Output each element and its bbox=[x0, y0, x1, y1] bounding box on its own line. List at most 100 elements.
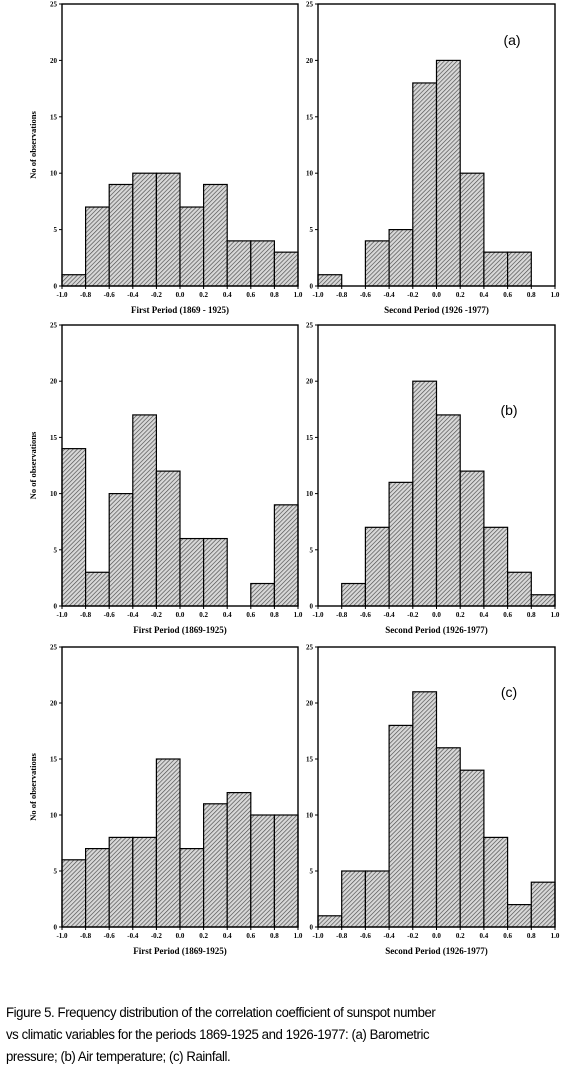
x-tick-label: 0.2 bbox=[199, 291, 208, 299]
x-tick-label: 0.0 bbox=[432, 291, 441, 299]
x-tick-label: 1.0 bbox=[294, 611, 303, 619]
x-tick-label: -0.4 bbox=[384, 291, 396, 299]
x-tick-label: -0.6 bbox=[360, 611, 372, 619]
figure-5: -1.0 -0.8 -0.6 -0.4 -0.2 0.0 0.2 0.4 0.6 0.8 1.0 0 5… bbox=[28, 1, 560, 957]
x-tick-label: -0.4 bbox=[384, 611, 396, 619]
x-tick-label: 0.2 bbox=[456, 291, 465, 299]
y-tick-label: 20 bbox=[306, 700, 314, 708]
x-tick-label: 0.4 bbox=[223, 611, 232, 619]
x-tick-label: 0.6 bbox=[246, 291, 255, 299]
y-tick-label: 5 bbox=[54, 226, 58, 234]
y-tick-label: 5 bbox=[54, 868, 58, 876]
y-tick-label: 5 bbox=[310, 226, 314, 234]
histogram-bar bbox=[435, 747, 461, 928]
histogram-bar bbox=[84, 847, 110, 928]
x-tick-label: -0.8 bbox=[336, 932, 348, 940]
x-tick-label: 0.8 bbox=[270, 291, 279, 299]
x-tick-label: -0.4 bbox=[127, 611, 139, 619]
y-tick-label: 25 bbox=[50, 644, 58, 652]
y-tick-label: 0 bbox=[310, 603, 314, 611]
histogram-bar bbox=[364, 240, 390, 287]
x-tick-label: 0.6 bbox=[246, 611, 255, 619]
x-tick-label: -0.6 bbox=[104, 932, 116, 940]
histogram-panel-5: -1.0 -0.8 -0.6 -0.4 -0.2 0.0 0.2 0.4 0.6 0.8 1.0 0 5… bbox=[28, 644, 303, 957]
y-tick-label: 15 bbox=[50, 756, 58, 764]
x-axis-label: First Period (1869-1925) bbox=[133, 946, 226, 956]
histogram-bar bbox=[483, 251, 509, 287]
x-tick-label: -0.2 bbox=[407, 291, 419, 299]
histogram-bar bbox=[412, 380, 438, 607]
x-tick-label: -0.4 bbox=[384, 932, 396, 940]
histogram-bar bbox=[250, 240, 276, 287]
x-tick-label: 0.0 bbox=[432, 932, 441, 940]
histogram-bar bbox=[250, 582, 276, 607]
histogram-panel-3: -1.0 -0.8 -0.6 -0.4 -0.2 0.0 0.2 0.4 0.6 0.8 1.0 0 5… bbox=[28, 322, 303, 636]
histogram-bar bbox=[341, 870, 367, 928]
histogram-bar bbox=[412, 82, 438, 287]
y-tick-label: 5 bbox=[310, 546, 314, 554]
x-tick-label: -0.4 bbox=[127, 291, 139, 299]
histogram-bar bbox=[273, 251, 299, 287]
histogram-bar bbox=[388, 724, 414, 928]
histogram-bar bbox=[203, 183, 228, 287]
histogram-bar bbox=[435, 59, 461, 287]
histogram-panel-4: -1.0 -0.8 -0.6 -0.4 -0.2 0.0 0.2 0.4 0.6 0.8 1.0 0 5… bbox=[306, 322, 560, 636]
x-tick-label: 0.8 bbox=[527, 611, 536, 619]
x-tick-label: -1.0 bbox=[56, 932, 68, 940]
y-tick-label: 10 bbox=[306, 490, 314, 498]
histogram-bar bbox=[155, 758, 181, 928]
y-tick-label: 0 bbox=[54, 924, 58, 932]
x-tick-label: -0.2 bbox=[407, 932, 419, 940]
histogram-bar bbox=[317, 915, 343, 928]
histogram-bar bbox=[132, 414, 158, 607]
x-tick-label: 0.0 bbox=[176, 291, 185, 299]
histogram-panel-1: -1.0 -0.8 -0.6 -0.4 -0.2 0.0 0.2 0.4 0.6 0.8 1.0 0 5… bbox=[28, 1, 303, 316]
histogram-bar bbox=[84, 571, 110, 607]
x-axis-label: Second Period (1926-1977) bbox=[385, 625, 488, 635]
histogram-bar bbox=[273, 814, 299, 928]
x-tick-label: 0.2 bbox=[199, 932, 208, 940]
y-tick-label: 0 bbox=[310, 924, 314, 932]
histogram-bar bbox=[273, 504, 299, 607]
x-tick-label: 0.0 bbox=[176, 932, 185, 940]
panel-label: (c) bbox=[501, 684, 517, 700]
y-tick-label: 20 bbox=[306, 378, 314, 386]
caption-line-2: vs climatic variables for the periods 18… bbox=[6, 1027, 430, 1043]
x-tick-label: -1.0 bbox=[312, 932, 324, 940]
histogram-bar bbox=[317, 274, 343, 287]
caption-line-1: Figure 5. Frequency distribution of the … bbox=[6, 1005, 436, 1021]
histogram-panel-2: -1.0 -0.8 -0.6 -0.4 -0.2 0.0 0.2 0.4 0.6 0.8 1.0 0 5… bbox=[306, 1, 560, 316]
x-tick-label: 0.2 bbox=[456, 611, 465, 619]
x-tick-label: 0.6 bbox=[503, 932, 512, 940]
x-tick-label: 0.6 bbox=[503, 291, 512, 299]
histogram-bar bbox=[364, 870, 390, 928]
x-tick-label: -0.8 bbox=[80, 932, 92, 940]
panel-label: (a) bbox=[503, 32, 520, 48]
histogram-bar bbox=[459, 172, 485, 287]
histogram-bar bbox=[435, 414, 461, 607]
histogram-bar bbox=[507, 903, 532, 928]
histogram-bar bbox=[226, 791, 252, 928]
histogram-bar bbox=[388, 229, 414, 287]
x-tick-label: 0.0 bbox=[176, 611, 185, 619]
x-tick-label: 0.8 bbox=[527, 932, 536, 940]
x-tick-label: 0.4 bbox=[480, 291, 489, 299]
y-tick-label: 10 bbox=[50, 812, 58, 820]
x-axis-label: Second Period (1926-1977) bbox=[385, 946, 488, 956]
x-tick-label: 0.8 bbox=[270, 932, 279, 940]
x-tick-label: -1.0 bbox=[312, 291, 324, 299]
histogram-panel-6: -1.0 -0.8 -0.6 -0.4 -0.2 0.0 0.2 0.4 0.6 0.8 1.0 0 5… bbox=[306, 644, 560, 957]
y-tick-label: 20 bbox=[306, 57, 314, 65]
histogram-bar bbox=[459, 470, 485, 607]
y-tick-label: 15 bbox=[50, 113, 58, 121]
y-axis-label: No of observations bbox=[28, 431, 38, 499]
x-tick-label: -0.8 bbox=[80, 291, 92, 299]
x-tick-label: 1.0 bbox=[551, 932, 560, 940]
x-tick-label: 0.0 bbox=[432, 611, 441, 619]
histogram-bar bbox=[530, 594, 556, 607]
y-tick-label: 10 bbox=[50, 490, 58, 498]
x-tick-label: 0.2 bbox=[199, 611, 208, 619]
x-tick-label: 1.0 bbox=[551, 611, 560, 619]
histogram-bar bbox=[179, 537, 205, 607]
histogram-bar bbox=[84, 206, 110, 287]
